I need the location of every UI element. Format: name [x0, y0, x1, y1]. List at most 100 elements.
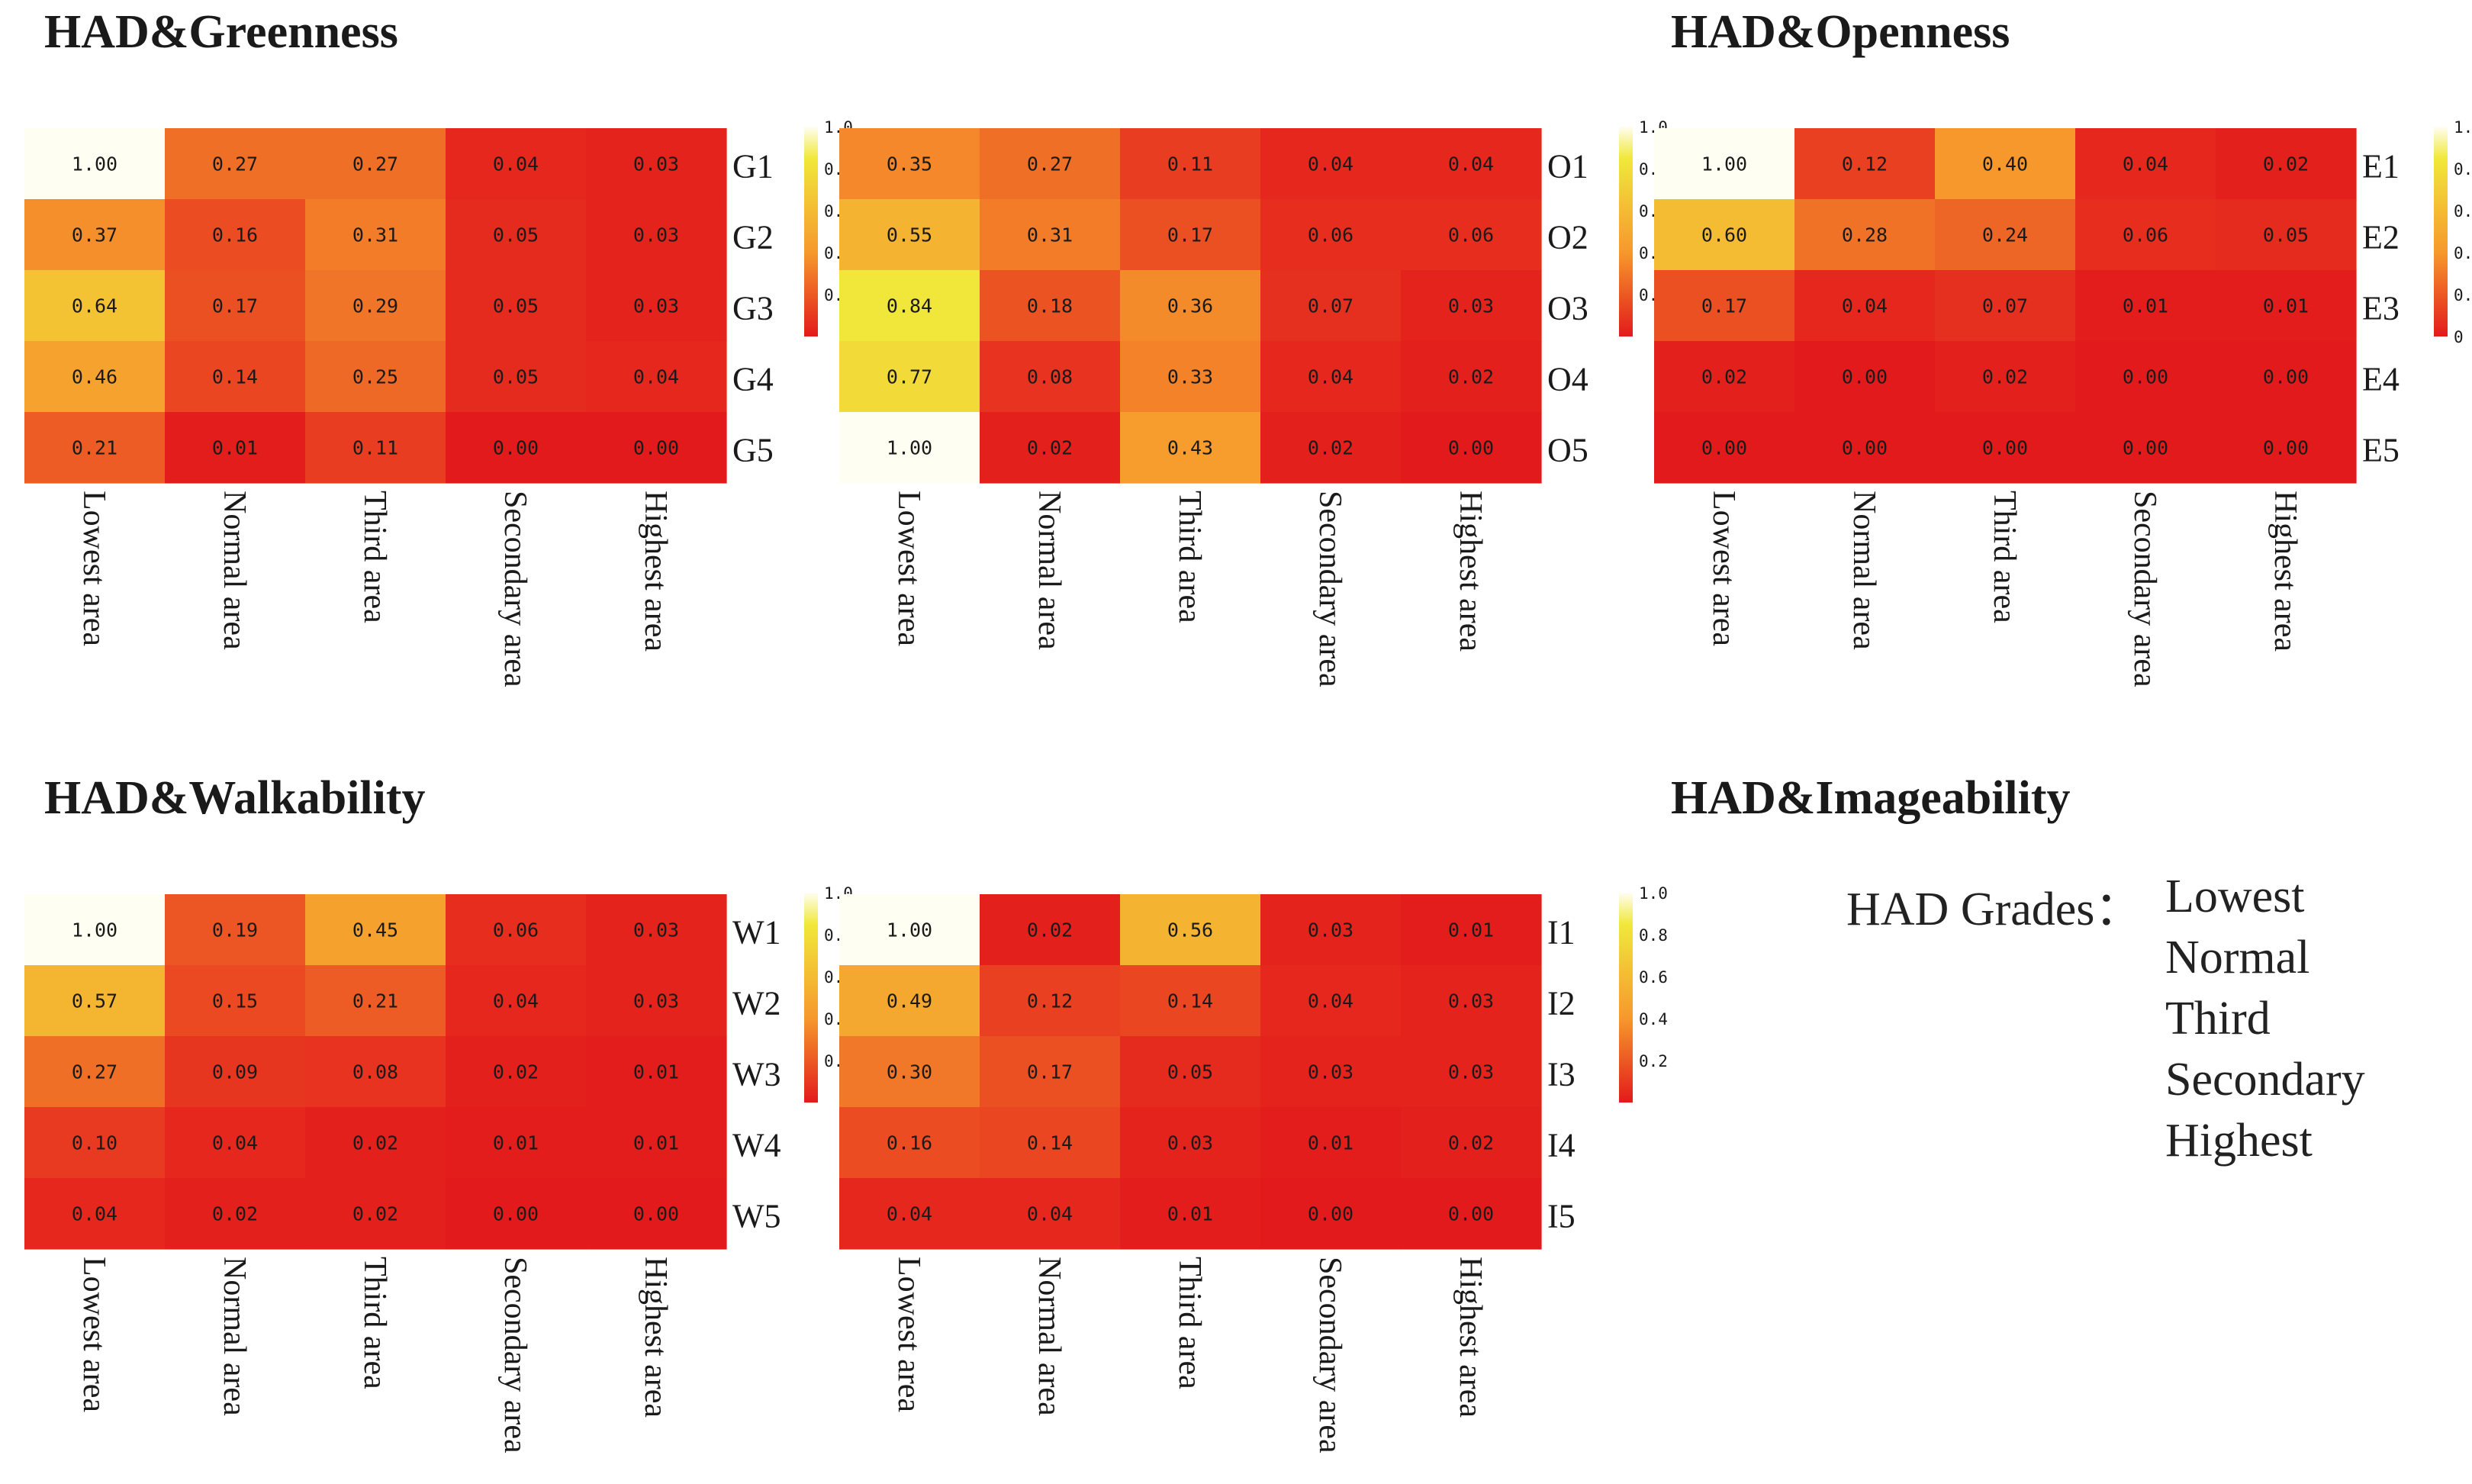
- cell-value-label: 0.03: [633, 919, 679, 942]
- cell-value-label: 0.03: [1448, 295, 1494, 317]
- cell-value-label: 0.02: [2263, 153, 2309, 175]
- column-label: Normal area: [1032, 1257, 1067, 1416]
- legend-grade-third: Third: [2165, 993, 2271, 1045]
- column-label: Third area: [1172, 491, 1207, 623]
- color-scale-bar: [1619, 893, 1633, 1103]
- cell-value-label: 0.37: [72, 224, 117, 246]
- cell-value-label: 0.04: [1308, 990, 1353, 1012]
- heatmap-cell: [1120, 199, 1261, 271]
- row-label: I4: [1547, 1127, 1576, 1164]
- cell-value-label: 0.00: [1448, 1203, 1494, 1225]
- heatmap-cell: [1654, 128, 1795, 200]
- heatmap-cell: [446, 128, 587, 200]
- cell-value-label: 0.29: [352, 295, 398, 317]
- cell-value-label: 0.56: [1167, 919, 1213, 942]
- cell-value-label: 0.06: [1308, 224, 1353, 246]
- heatmap-cell: [305, 1178, 446, 1250]
- heatmap-cell: [165, 894, 306, 966]
- cell-value-label: 0.27: [72, 1061, 117, 1083]
- heatmap-cell: [586, 412, 727, 484]
- heatmap-cell: [165, 1178, 306, 1250]
- cell-value-label: 0.02: [1027, 437, 1073, 459]
- column-label: Secondary area: [1312, 491, 1347, 687]
- heatmap-cell: [980, 1107, 1121, 1179]
- cell-value-label: 0.07: [1308, 295, 1353, 317]
- cell-value-label: 0.21: [72, 437, 117, 459]
- heatmap-cell: [165, 199, 306, 271]
- cell-value-label: 0.05: [1167, 1061, 1213, 1083]
- cell-value-label: 1.00: [887, 919, 932, 942]
- cell-value-label: 0.36: [1167, 295, 1213, 317]
- scale-tick-label: 1.0: [2454, 118, 2472, 137]
- panel-title: HAD&Imageability: [1671, 772, 2071, 824]
- cell-value-label: 0.05: [493, 224, 539, 246]
- cell-value-label: 0.01: [2123, 295, 2168, 317]
- heatmap-cell: [980, 412, 1121, 484]
- cell-value-label: 0.03: [633, 990, 679, 1012]
- column-label: Normal area: [1846, 491, 1881, 650]
- heatmap-cell: [1401, 341, 1542, 413]
- column-label: Highest area: [638, 491, 673, 652]
- heatmap-cell: [2216, 199, 2357, 271]
- scale-tick-label: 0.2: [2454, 286, 2472, 304]
- cell-value-label: 0.02: [1982, 366, 2028, 388]
- heatmap-cell: [839, 1107, 980, 1179]
- scale-tick-label: 0.8: [1639, 926, 1668, 945]
- cell-value-label: 0.33: [1167, 366, 1213, 388]
- column-label: Third area: [1172, 1257, 1207, 1389]
- heatmap-panel-4: HAD&Imageability 1.00 0.02 0.56 0.03 0.01 0.49…: [839, 772, 2071, 1453]
- cell-value-label: 0.04: [1842, 295, 1888, 317]
- heatmap-cell: [1794, 199, 1936, 271]
- color-scale-bar: [1619, 127, 1633, 336]
- heatmap-cell: [1260, 1036, 1402, 1108]
- heatmap-cell: [1654, 270, 1795, 342]
- heatmap-cell: [24, 341, 166, 413]
- row-label: W3: [732, 1056, 781, 1093]
- heatmap-cell: [1794, 341, 1936, 413]
- row-label: W2: [732, 985, 781, 1022]
- cell-value-label: 0.57: [72, 990, 117, 1012]
- cell-value-label: 0.03: [1167, 1132, 1213, 1154]
- column-label: Normal area: [217, 491, 252, 650]
- heatmap-cell: [2075, 412, 2216, 484]
- heatmap-panel-2: HAD&Enclosure1.000.120.400.040.020.600.2…: [1654, 118, 2472, 687]
- row-label: G5: [732, 432, 774, 469]
- cell-value-label: 0.17: [1167, 224, 1213, 246]
- heatmap-cell: [586, 128, 727, 200]
- heatmap-cell: [1401, 412, 1542, 484]
- heatmap-cell: [1401, 1107, 1542, 1179]
- cell-value-label: 0.00: [2263, 366, 2309, 388]
- heatmap-cell: [839, 270, 980, 342]
- heatmap-cell: [839, 1036, 980, 1108]
- column-label: Highest area: [2268, 491, 2303, 652]
- heatmap-cell: [1260, 1178, 1402, 1250]
- heatmap-cell: [305, 128, 446, 200]
- column-label: Normal area: [217, 1257, 252, 1416]
- cell-value-label: 0.00: [1982, 437, 2028, 459]
- heatmap-cell: [586, 1178, 727, 1250]
- heatmap-cell: [586, 1036, 727, 1108]
- heatmap-cell: [1401, 199, 1542, 271]
- cell-value-label: 0.40: [1982, 153, 2028, 175]
- column-label: Third area: [357, 491, 392, 623]
- heatmap-cell: [305, 412, 446, 484]
- cell-value-label: 0.04: [633, 366, 679, 388]
- row-label: O2: [1547, 219, 1588, 256]
- cell-value-label: 0.00: [493, 437, 539, 459]
- cell-value-label: 0.00: [2123, 437, 2168, 459]
- cell-value-label: 0.03: [633, 153, 679, 175]
- cell-value-label: 1.00: [887, 437, 932, 459]
- heatmap-cell: [165, 412, 306, 484]
- heatmap-cell: [305, 199, 446, 271]
- heatmap-cell: [2216, 128, 2357, 200]
- cell-value-label: 0.04: [212, 1132, 258, 1154]
- heatmap-cell: [24, 1107, 166, 1179]
- cell-value-label: 0.03: [1448, 1061, 1494, 1083]
- cell-value-label: 0.00: [1842, 366, 1888, 388]
- scale-tick-label: 1.0: [1639, 884, 1668, 903]
- heatmap-cell: [1401, 270, 1542, 342]
- cell-value-label: 0.04: [1308, 366, 1353, 388]
- heatmap-cell: [446, 412, 587, 484]
- column-label: Secondary area: [2127, 491, 2162, 687]
